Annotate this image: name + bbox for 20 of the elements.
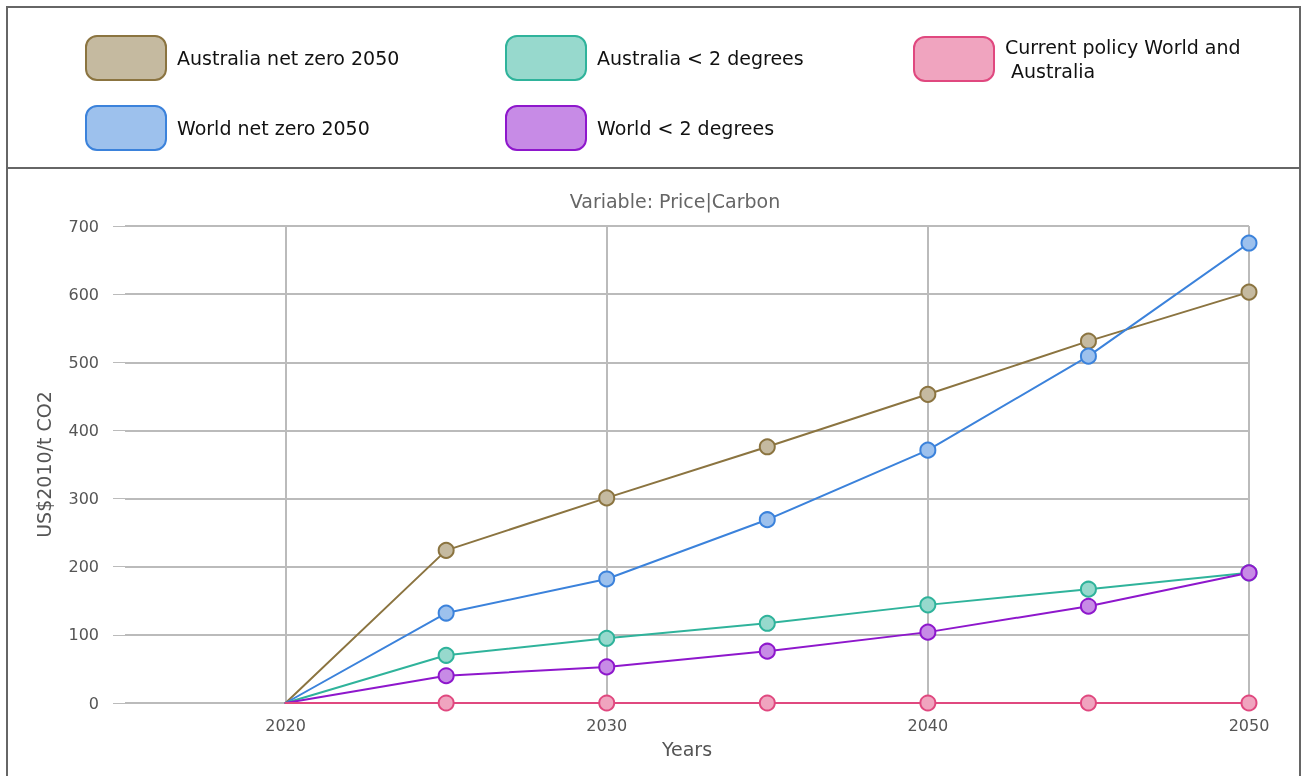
legend-label: Australia net zero 2050 bbox=[177, 47, 400, 69]
legend-label: World net zero 2050 bbox=[177, 117, 370, 139]
y-tick-label: 200 bbox=[68, 557, 99, 577]
y-tick-label: 600 bbox=[68, 284, 99, 304]
x-axis-title: Years bbox=[660, 737, 713, 760]
y-axis-title: US$2010/t CO2 bbox=[32, 391, 55, 538]
chart-title: Variable: Price|Carbon bbox=[569, 189, 781, 213]
y-tick-label: 0 bbox=[88, 693, 99, 713]
y-tick-label: 400 bbox=[68, 420, 99, 440]
y-tick-label: 500 bbox=[68, 352, 99, 372]
legend-label: Australia < 2 degrees bbox=[597, 47, 804, 69]
y-tick-label: 300 bbox=[68, 489, 99, 509]
legend-label: Current policy World and Australia bbox=[1005, 36, 1241, 82]
x-tick-label: 2020 bbox=[265, 715, 306, 735]
y-tick-label: 700 bbox=[68, 216, 99, 236]
legend-label: World < 2 degrees bbox=[597, 117, 775, 139]
y-tick-label: 100 bbox=[68, 625, 99, 645]
x-tick-label: 2040 bbox=[907, 715, 949, 735]
x-tick-label: 2050 bbox=[1228, 715, 1270, 735]
x-tick-label: 2030 bbox=[586, 715, 628, 735]
